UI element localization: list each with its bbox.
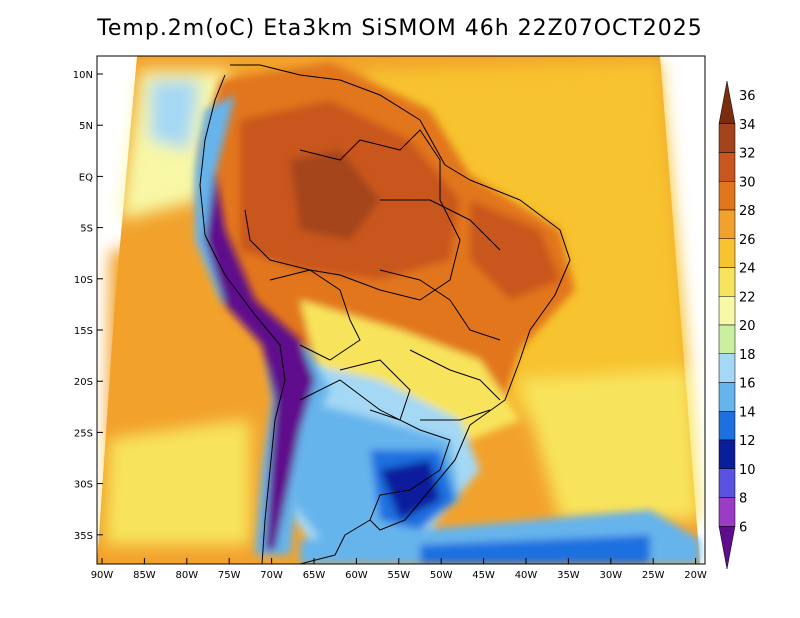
lon-tick-label: 70W [260,570,283,581]
lon-tick-label: 90W [91,570,114,581]
colorbar-label: 34 [739,118,756,133]
lon-tick-label: 80W [175,570,198,581]
colorbar-swatch [718,439,736,469]
states-southeast [409,349,501,401]
andes-cold [205,170,315,550]
lon-tick-label: 40W [515,570,538,581]
temperature-field [97,56,705,564]
colorbar-label: 32 [739,147,756,162]
lon-tick-label: 65W [303,570,326,581]
colorbar-swatch [718,353,736,383]
south-america-coast [230,64,571,564]
amazon-core [290,150,380,240]
colorbar-swatch [718,411,736,441]
colorbar: 36 34 32 30 28 26 24 22 20 18 16 14 12 10 8 6 [718,80,756,570]
lon-tick-label: 75W [218,570,241,581]
lat-tick-label: 5N [79,121,93,132]
lat-tick-label: 15S [74,326,93,337]
lon-tick-label: 35W [557,570,580,581]
lat-tick-label: 30S [74,480,93,491]
colorbar-label: 6 [739,520,747,535]
pacific-north-cool [150,80,200,150]
colorbar-label: 12 [739,434,756,449]
lat-tick-label: 20S [74,377,93,388]
colorbar-label: 30 [739,175,756,190]
colorbar-label: 22 [739,290,756,305]
pacific-pale [105,420,250,545]
colorbar-swatch [718,209,736,239]
colorbar-label: 18 [739,348,756,363]
colorbar-swatch [718,123,736,153]
map-frame [96,55,706,565]
colorbar-label: 20 [739,319,756,334]
states-central [379,269,501,341]
colorbar-swatch [718,382,736,412]
lon-tick-label: 45W [472,570,495,581]
latitude-axis: 10N 5N EQ 5S 10S 15S 20S 25S 30S 35S [73,70,103,542]
lon-tick-label: 85W [133,570,156,581]
colorbar-label: 10 [739,463,756,478]
pacific-coast [199,74,286,564]
country-borders [199,64,571,564]
lon-tick-label: 20W [684,570,707,581]
atlantic-cooler [520,370,700,520]
colorbar-swatch [718,324,736,354]
bolivia-border [269,269,361,361]
colorbar-label: 26 [739,233,756,248]
argentina-border [299,379,451,521]
lat-tick-label: 35S [74,531,93,542]
colorbar-swatch [718,152,736,182]
colorbar-swatch [718,267,736,297]
paraguay-border [339,359,411,421]
colorbar-swatch [718,497,736,527]
longitude-axis: 90W 85W 80W 75W 70W 65W 60W 55W 50W 45W 40W 35W 30W 2… [91,558,707,581]
lat-tick-label: EQ [79,172,93,183]
colorbar-swatch [718,526,736,570]
lat-tick-label: 5S [80,224,93,235]
states-south [420,409,491,421]
colorbar-swatch [718,80,736,124]
brazil-border [244,129,461,301]
map-title: Temp.2m(oC) Eta3km SiSMOM 46h 22Z07OCT20… [97,16,703,41]
colorbar-label: 14 [739,405,756,420]
lat-tick-label: 25S [74,428,93,439]
lon-tick-label: 30W [599,570,622,581]
south-sea-dark [420,535,650,564]
lon-tick-label: 60W [345,570,368,581]
northeast-hot [470,200,560,300]
colorbar-swatch [718,468,736,498]
colorbar-label: 8 [739,492,747,507]
lon-tick-label: 55W [387,570,410,581]
colorbar-swatch [718,181,736,211]
colorbar-label: 16 [739,377,756,392]
lon-tick-label: 25W [642,570,665,581]
colorbar-swatch [718,296,736,326]
states-north [380,199,501,251]
colorbar-swatch [718,238,736,268]
lon-tick-label: 50W [430,570,453,581]
colorbar-label: 36 [739,89,756,104]
lat-tick-label: 10N [73,70,93,81]
colorbar-label: 28 [739,204,756,219]
lat-tick-label: 10S [74,275,93,286]
colorbar-label: 24 [739,262,756,277]
